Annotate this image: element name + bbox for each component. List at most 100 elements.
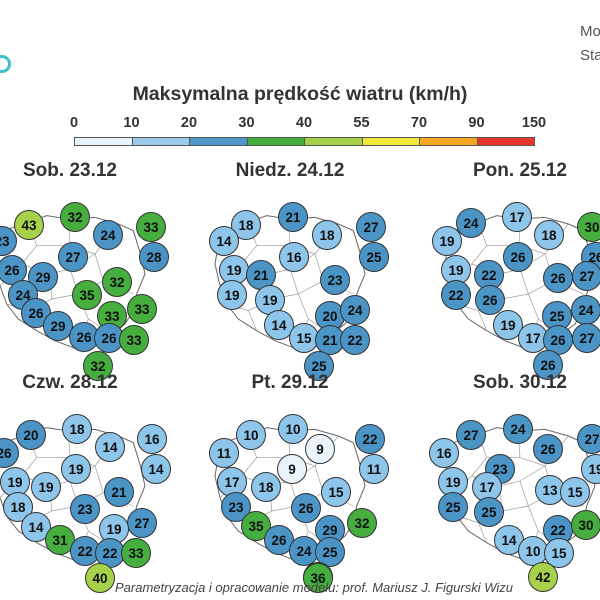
wind-speed-marker: 26 xyxy=(533,350,563,380)
wind-speed-marker: 21 xyxy=(278,202,308,232)
wind-speed-marker: 27 xyxy=(456,420,486,450)
legend-tick-label: 0 xyxy=(69,115,79,131)
wind-speed-marker: 17 xyxy=(502,202,532,232)
legend-color-segment xyxy=(419,137,478,146)
wind-speed-marker: 36 xyxy=(303,563,333,593)
wind-speed-marker: 24 xyxy=(340,295,370,325)
panel-day-label: Pon. 25.12 xyxy=(473,160,567,181)
legend-tick-label: 90 xyxy=(468,115,485,131)
wind-speed-marker: 27 xyxy=(577,424,600,454)
wind-speed-marker: 19 xyxy=(255,285,285,315)
wind-speed-marker: 19 xyxy=(432,226,462,256)
wind-speed-marker: 27 xyxy=(356,212,386,242)
legend-color-segment xyxy=(476,137,535,146)
wind-speed-marker: 43 xyxy=(14,210,44,240)
forecast-panel: Niedz. 24.12 18 21 18 27 14 16 25 19 21 23 19 19 20 24… xyxy=(190,160,390,381)
legend-color-segment xyxy=(131,137,190,146)
wind-speed-marker: 26 xyxy=(264,525,294,555)
wind-speed-marker: 19 xyxy=(31,472,61,502)
wind-speed-marker: 14 xyxy=(209,226,239,256)
panel-day-label: Sob. 30.12 xyxy=(473,372,567,393)
logo-icon xyxy=(0,55,11,73)
wind-speed-marker: 10 xyxy=(518,536,548,566)
wind-speed-marker: 19 xyxy=(217,280,247,310)
wind-speed-marker: 23 xyxy=(320,265,350,295)
panel-day-label: Pt. 29.12 xyxy=(251,372,329,393)
panel-day-label: Niedz. 24.12 xyxy=(235,160,345,181)
wind-speed-marker: 25 xyxy=(359,242,389,272)
wind-speed-marker: 14 xyxy=(95,432,125,462)
legend-tick-label: 40 xyxy=(295,115,313,131)
legend-tick-label: 150 xyxy=(521,115,547,131)
wind-speed-marker: 24 xyxy=(456,208,486,238)
wind-speed-marker: 19 xyxy=(61,454,91,484)
wind-speed-marker: 16 xyxy=(279,242,309,272)
wind-speed-marker: 25 xyxy=(304,351,334,381)
wind-speed-marker: 33 xyxy=(136,212,166,242)
map-title: Maksymalna prędkość wiatru (km/h) xyxy=(132,83,468,105)
wind-speed-marker: 30 xyxy=(577,212,600,242)
wind-speed-marker: 32 xyxy=(347,508,377,538)
wind-speed-marker: 35 xyxy=(72,280,102,310)
legend-color-segment xyxy=(74,137,133,146)
wind-speed-marker: 21 xyxy=(104,477,134,507)
wind-speed-marker: 17 xyxy=(217,467,247,497)
wind-speed-marker: 22 xyxy=(355,424,385,454)
wind-speed-marker: 18 xyxy=(62,414,92,444)
wind-speed-marker: 15 xyxy=(560,477,590,507)
wind-speed-marker: 40 xyxy=(85,563,115,593)
wind-speed-legend: 0 10 20 30 40 55 70 90 150 xyxy=(70,115,546,146)
wind-speed-marker: 24 xyxy=(571,295,600,325)
wind-speed-marker: 11 xyxy=(359,454,389,484)
wind-speed-marker: 32 xyxy=(102,267,132,297)
forecast-panel: Pt. 29.12 10 10 22 11 9 11 9 17 18 15 23 26 32 35 29 26 2… xyxy=(190,372,390,593)
forecast-panel: Pon. 25.12 24 17 18 30 19 26 26 19 22 26 27 22 26 25 24… xyxy=(420,160,600,380)
wind-speed-marker: 20 xyxy=(16,420,46,450)
wind-speed-marker: 9 xyxy=(305,434,335,464)
legend-color-segment xyxy=(304,137,363,146)
wind-speed-marker: 27 xyxy=(572,323,600,353)
wind-speed-marker: 30 xyxy=(571,510,600,540)
wind-speed-marker: 33 xyxy=(119,325,149,355)
wind-speed-marker: 24 xyxy=(503,414,533,444)
panel-day-label: Sob. 23.12 xyxy=(23,160,117,181)
wind-speed-marker: 42 xyxy=(528,562,558,592)
wind-speed-marker: 11 xyxy=(209,438,239,468)
wind-speed-marker: 27 xyxy=(572,261,600,291)
corner-brand-text: Mo Sta xyxy=(580,20,600,68)
legend-tick-label: 10 xyxy=(123,115,140,131)
wind-speed-marker: 26 xyxy=(543,263,573,293)
forecast-panel: Sob. 23.12433224332327282629323524333326… xyxy=(0,160,170,381)
corner-text-line2: Sta xyxy=(580,47,600,64)
legend-color-segment xyxy=(246,137,305,146)
legend-color-segment xyxy=(189,137,248,146)
wind-speed-marker: 26 xyxy=(94,323,124,353)
wind-speed-marker: 29 xyxy=(43,311,73,341)
wind-speed-marker: 18 xyxy=(534,220,564,250)
wind-speed-marker: 16 xyxy=(429,438,459,468)
wind-speed-marker: 32 xyxy=(83,351,113,381)
wind-speed-marker: 25 xyxy=(474,497,504,527)
corner-text-line1: Mo xyxy=(580,23,600,40)
wind-speed-marker: 25 xyxy=(438,492,468,522)
wind-speed-marker: 27 xyxy=(127,508,157,538)
wind-speed-marker: 10 xyxy=(278,414,308,444)
wind-speed-marker: 23 xyxy=(70,494,100,524)
wind-speed-marker: 9 xyxy=(277,454,307,484)
wind-speed-marker: 26 xyxy=(475,285,505,315)
legend-tick-label: 70 xyxy=(410,115,428,131)
wind-speed-marker: 26 xyxy=(543,325,573,355)
wind-speed-marker: 18 xyxy=(251,472,281,502)
wind-speed-marker: 16 xyxy=(137,424,167,454)
footer-credit: Parametryzacja i opracowanie modelu: pro… xyxy=(115,580,513,595)
wind-speed-marker: 26 xyxy=(69,322,99,352)
wind-speed-marker: 33 xyxy=(127,294,157,324)
wind-speed-marker: 35 xyxy=(241,511,271,541)
wind-speed-marker: 14 xyxy=(141,454,171,484)
wind-speed-marker: 15 xyxy=(321,477,351,507)
wind-speed-marker: 32 xyxy=(60,202,90,232)
wind-speed-marker: 33 xyxy=(121,538,151,568)
wind-speed-marker: 26 xyxy=(533,434,563,464)
wind-speed-marker: 18 xyxy=(3,492,33,522)
wind-speed-marker: 24 xyxy=(289,536,319,566)
